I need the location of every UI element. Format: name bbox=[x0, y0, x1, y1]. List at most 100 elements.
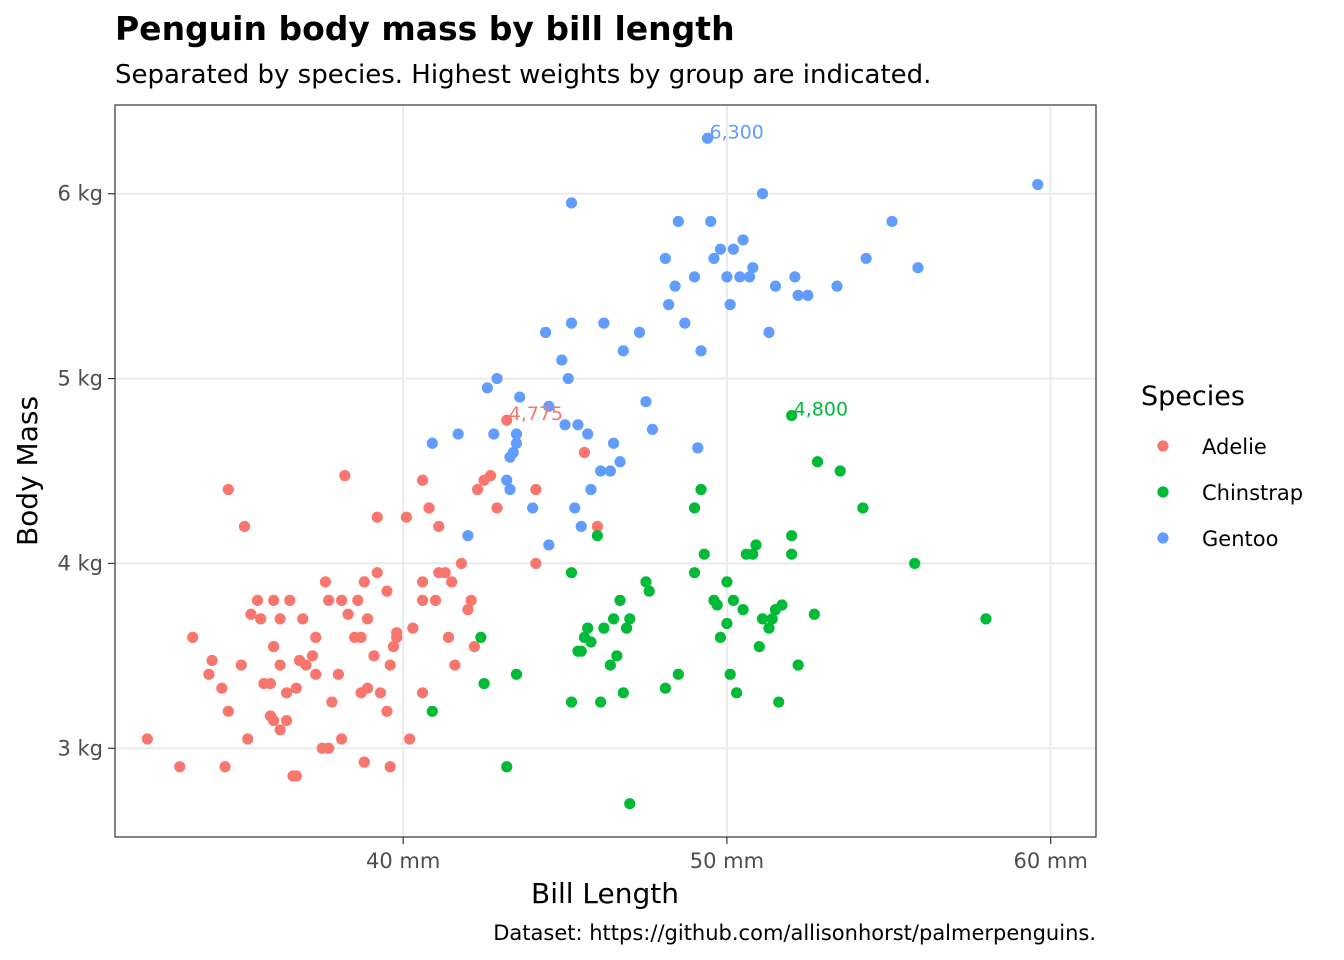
data-point bbox=[727, 243, 739, 255]
data-point bbox=[633, 326, 646, 338]
data-point bbox=[1032, 178, 1044, 191]
data-point bbox=[624, 613, 636, 625]
max-label-chinstrap: 4,800 bbox=[794, 399, 848, 421]
data-point bbox=[565, 197, 578, 209]
data-point bbox=[705, 215, 717, 228]
data-point bbox=[280, 714, 293, 727]
data-point bbox=[734, 271, 746, 283]
data-point bbox=[371, 511, 383, 523]
data-point bbox=[747, 548, 759, 560]
data-point bbox=[672, 215, 684, 228]
data-point bbox=[763, 622, 775, 634]
data-point bbox=[310, 631, 322, 643]
data-point bbox=[336, 733, 348, 745]
data-point bbox=[342, 608, 354, 620]
y-axis-title: Body Mass bbox=[11, 396, 44, 546]
data-point bbox=[611, 650, 623, 662]
data-point bbox=[721, 576, 733, 588]
data-point bbox=[400, 511, 412, 523]
data-point bbox=[663, 299, 675, 311]
data-point bbox=[714, 631, 727, 643]
data-points bbox=[141, 132, 1044, 810]
data-point bbox=[747, 262, 759, 274]
data-point bbox=[727, 594, 739, 606]
data-point bbox=[187, 631, 199, 643]
legend-title: Species bbox=[1141, 381, 1245, 412]
data-point bbox=[222, 705, 234, 717]
data-point bbox=[449, 659, 461, 671]
data-point bbox=[776, 599, 788, 611]
data-point bbox=[242, 733, 254, 745]
data-point bbox=[455, 557, 468, 570]
data-point bbox=[268, 594, 280, 606]
data-point bbox=[274, 659, 286, 671]
data-point bbox=[439, 567, 451, 579]
data-point bbox=[724, 299, 736, 311]
data-point bbox=[598, 622, 610, 634]
data-point bbox=[786, 409, 798, 422]
data-point bbox=[756, 188, 769, 200]
data-point bbox=[604, 659, 616, 671]
data-point bbox=[860, 252, 872, 265]
data-point bbox=[264, 677, 277, 690]
data-point bbox=[245, 608, 257, 620]
chart-title: Penguin body mass by bill length bbox=[115, 9, 735, 48]
chart-subtitle: Separated by species. Highest weights by… bbox=[115, 60, 931, 90]
data-point bbox=[698, 548, 710, 560]
data-point bbox=[643, 585, 655, 597]
x-tick-label: 50 mm bbox=[690, 849, 764, 873]
data-point bbox=[284, 594, 296, 606]
data-point bbox=[491, 372, 503, 385]
x-tick-label: 60 mm bbox=[1014, 849, 1088, 873]
data-point bbox=[426, 705, 438, 717]
data-point bbox=[222, 483, 234, 496]
data-point bbox=[585, 636, 597, 648]
data-point bbox=[688, 502, 701, 514]
data-point bbox=[695, 345, 707, 357]
data-point bbox=[141, 733, 153, 745]
data-point bbox=[543, 539, 555, 551]
x-axis: 40 mm 50 mm 60 mm bbox=[366, 837, 1088, 873]
data-point bbox=[572, 419, 584, 431]
data-point bbox=[332, 668, 344, 680]
data-point bbox=[368, 650, 380, 662]
data-point bbox=[468, 641, 480, 653]
data-point bbox=[274, 724, 286, 736]
data-point bbox=[540, 326, 552, 338]
data-point bbox=[416, 576, 429, 588]
legend-key bbox=[1157, 486, 1169, 498]
data-point bbox=[607, 613, 620, 625]
data-point bbox=[481, 382, 493, 394]
data-point bbox=[575, 520, 587, 533]
data-point bbox=[371, 567, 383, 579]
data-point bbox=[384, 659, 396, 671]
data-point bbox=[604, 465, 616, 477]
data-point bbox=[510, 428, 523, 440]
data-point bbox=[565, 317, 578, 329]
data-point bbox=[472, 483, 484, 496]
data-point bbox=[598, 317, 610, 329]
data-point bbox=[391, 631, 403, 643]
data-point bbox=[339, 470, 351, 482]
data-point bbox=[640, 576, 652, 588]
data-point bbox=[701, 132, 714, 144]
data-point bbox=[724, 668, 736, 680]
data-point bbox=[980, 613, 992, 625]
max-label-adelie: 4,775 bbox=[509, 403, 563, 425]
data-point bbox=[737, 604, 749, 616]
data-point bbox=[530, 483, 542, 496]
data-point bbox=[591, 530, 604, 542]
data-point bbox=[530, 557, 542, 570]
series-chinstrap bbox=[426, 409, 992, 810]
y-tick-label: 6 kg bbox=[57, 182, 103, 206]
data-point bbox=[708, 252, 720, 265]
data-point bbox=[559, 419, 571, 431]
y-tick-label: 3 kg bbox=[57, 736, 103, 760]
x-axis-title: Bill Length bbox=[531, 877, 679, 910]
grid-lines bbox=[115, 105, 1096, 837]
legend-label: Gentoo bbox=[1202, 527, 1278, 551]
data-point bbox=[669, 280, 681, 292]
data-point bbox=[323, 742, 335, 754]
data-point bbox=[912, 262, 924, 274]
data-point bbox=[452, 428, 464, 440]
